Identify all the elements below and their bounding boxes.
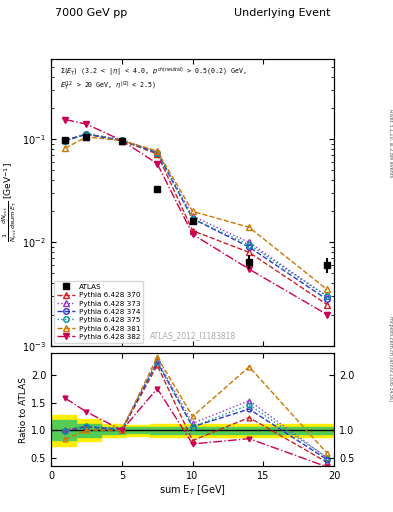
Pythia 6.428 370 xyxy=(119,138,124,144)
Pythia 6.428 382 xyxy=(63,116,68,122)
Pythia 6.428 382 xyxy=(155,161,160,167)
Line: Pythia 6.428 382: Pythia 6.428 382 xyxy=(62,117,330,317)
Pythia 6.428 370 xyxy=(155,151,160,157)
Y-axis label: Ratio to ATLAS: Ratio to ATLAS xyxy=(19,377,28,442)
Line: Pythia 6.428 381: Pythia 6.428 381 xyxy=(62,134,330,292)
Pythia 6.428 370 xyxy=(63,137,68,143)
Pythia 6.428 382 xyxy=(119,138,124,144)
Pythia 6.428 381 xyxy=(190,208,195,215)
Pythia 6.428 374 xyxy=(247,244,252,250)
Pythia 6.428 381 xyxy=(325,286,329,292)
Pythia 6.428 373 xyxy=(84,131,89,137)
Pythia 6.428 381 xyxy=(155,148,160,154)
Pythia 6.428 373 xyxy=(119,137,124,143)
Text: mcplots.cern.ch [arXiv:1306.3436]: mcplots.cern.ch [arXiv:1306.3436] xyxy=(388,316,393,401)
Line: Pythia 6.428 374: Pythia 6.428 374 xyxy=(62,132,330,302)
Text: Rivet 3.1.10, ≥ 2.8M events: Rivet 3.1.10, ≥ 2.8M events xyxy=(388,109,393,178)
Pythia 6.428 375 xyxy=(325,293,329,300)
Text: $\Sigma(E_T)$ (3.2 < |$\eta$| < 4.0, $p^{ch(neutral)}$ > 0.5(0.2) GeV,
$E_T^{l12: $\Sigma(E_T)$ (3.2 < |$\eta$| < 4.0, $p^… xyxy=(60,65,247,93)
Pythia 6.428 374 xyxy=(63,138,68,144)
Pythia 6.428 375 xyxy=(155,150,160,156)
Pythia 6.428 375 xyxy=(190,216,195,222)
Pythia 6.428 381 xyxy=(119,138,124,144)
Pythia 6.428 373 xyxy=(247,239,252,245)
Pythia 6.428 374 xyxy=(190,216,195,222)
Legend: ATLAS, Pythia 6.428 370, Pythia 6.428 373, Pythia 6.428 374, Pythia 6.428 375, P: ATLAS, Pythia 6.428 370, Pythia 6.428 37… xyxy=(54,281,143,343)
Pythia 6.428 370 xyxy=(325,302,329,308)
Text: 7000 GeV pp: 7000 GeV pp xyxy=(55,8,127,18)
Pythia 6.428 381 xyxy=(84,134,89,140)
Y-axis label: $\frac{1}{N_{evt}} \frac{d N_{evt}}{d\mathrm{sum}\ E_T}$ [GeV$^{-1}$]: $\frac{1}{N_{evt}} \frac{d N_{evt}}{d\ma… xyxy=(1,162,20,242)
Pythia 6.428 381 xyxy=(63,145,68,151)
Pythia 6.428 370 xyxy=(84,131,89,137)
Pythia 6.428 382 xyxy=(325,311,329,317)
Pythia 6.428 374 xyxy=(325,296,329,303)
Line: Pythia 6.428 375: Pythia 6.428 375 xyxy=(62,131,330,299)
Text: ATLAS_2012_I1183818: ATLAS_2012_I1183818 xyxy=(149,331,236,340)
Pythia 6.428 373 xyxy=(155,149,160,155)
Pythia 6.428 382 xyxy=(247,266,252,272)
Pythia 6.428 374 xyxy=(84,131,89,137)
Pythia 6.428 375 xyxy=(84,131,89,137)
Pythia 6.428 373 xyxy=(325,293,329,300)
Pythia 6.428 375 xyxy=(247,242,252,248)
Text: Underlying Event: Underlying Event xyxy=(233,8,330,18)
Pythia 6.428 382 xyxy=(190,231,195,237)
Line: Pythia 6.428 373: Pythia 6.428 373 xyxy=(62,131,330,299)
Pythia 6.428 374 xyxy=(119,138,124,144)
Pythia 6.428 374 xyxy=(155,150,160,156)
Pythia 6.428 370 xyxy=(247,249,252,255)
Line: Pythia 6.428 370: Pythia 6.428 370 xyxy=(62,132,330,307)
Pythia 6.428 375 xyxy=(63,138,68,144)
X-axis label: sum E$_T$ [GeV]: sum E$_T$ [GeV] xyxy=(159,483,226,497)
Pythia 6.428 373 xyxy=(190,213,195,219)
Pythia 6.428 381 xyxy=(247,224,252,230)
Pythia 6.428 375 xyxy=(119,137,124,143)
Pythia 6.428 382 xyxy=(84,121,89,127)
Pythia 6.428 373 xyxy=(63,137,68,143)
Pythia 6.428 370 xyxy=(190,227,195,233)
